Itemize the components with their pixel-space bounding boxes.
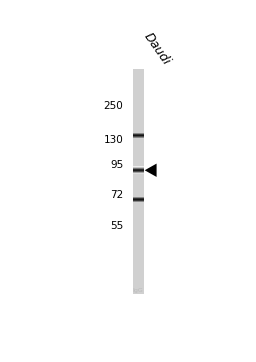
Text: IgG: IgG: [133, 288, 144, 292]
Text: 72: 72: [110, 190, 123, 200]
Text: 130: 130: [103, 135, 123, 144]
Bar: [133, 68, 144, 294]
Text: 250: 250: [103, 101, 123, 111]
Text: 55: 55: [110, 221, 123, 231]
Text: Daudi: Daudi: [142, 30, 173, 67]
Text: 95: 95: [110, 160, 123, 170]
Polygon shape: [145, 164, 157, 177]
